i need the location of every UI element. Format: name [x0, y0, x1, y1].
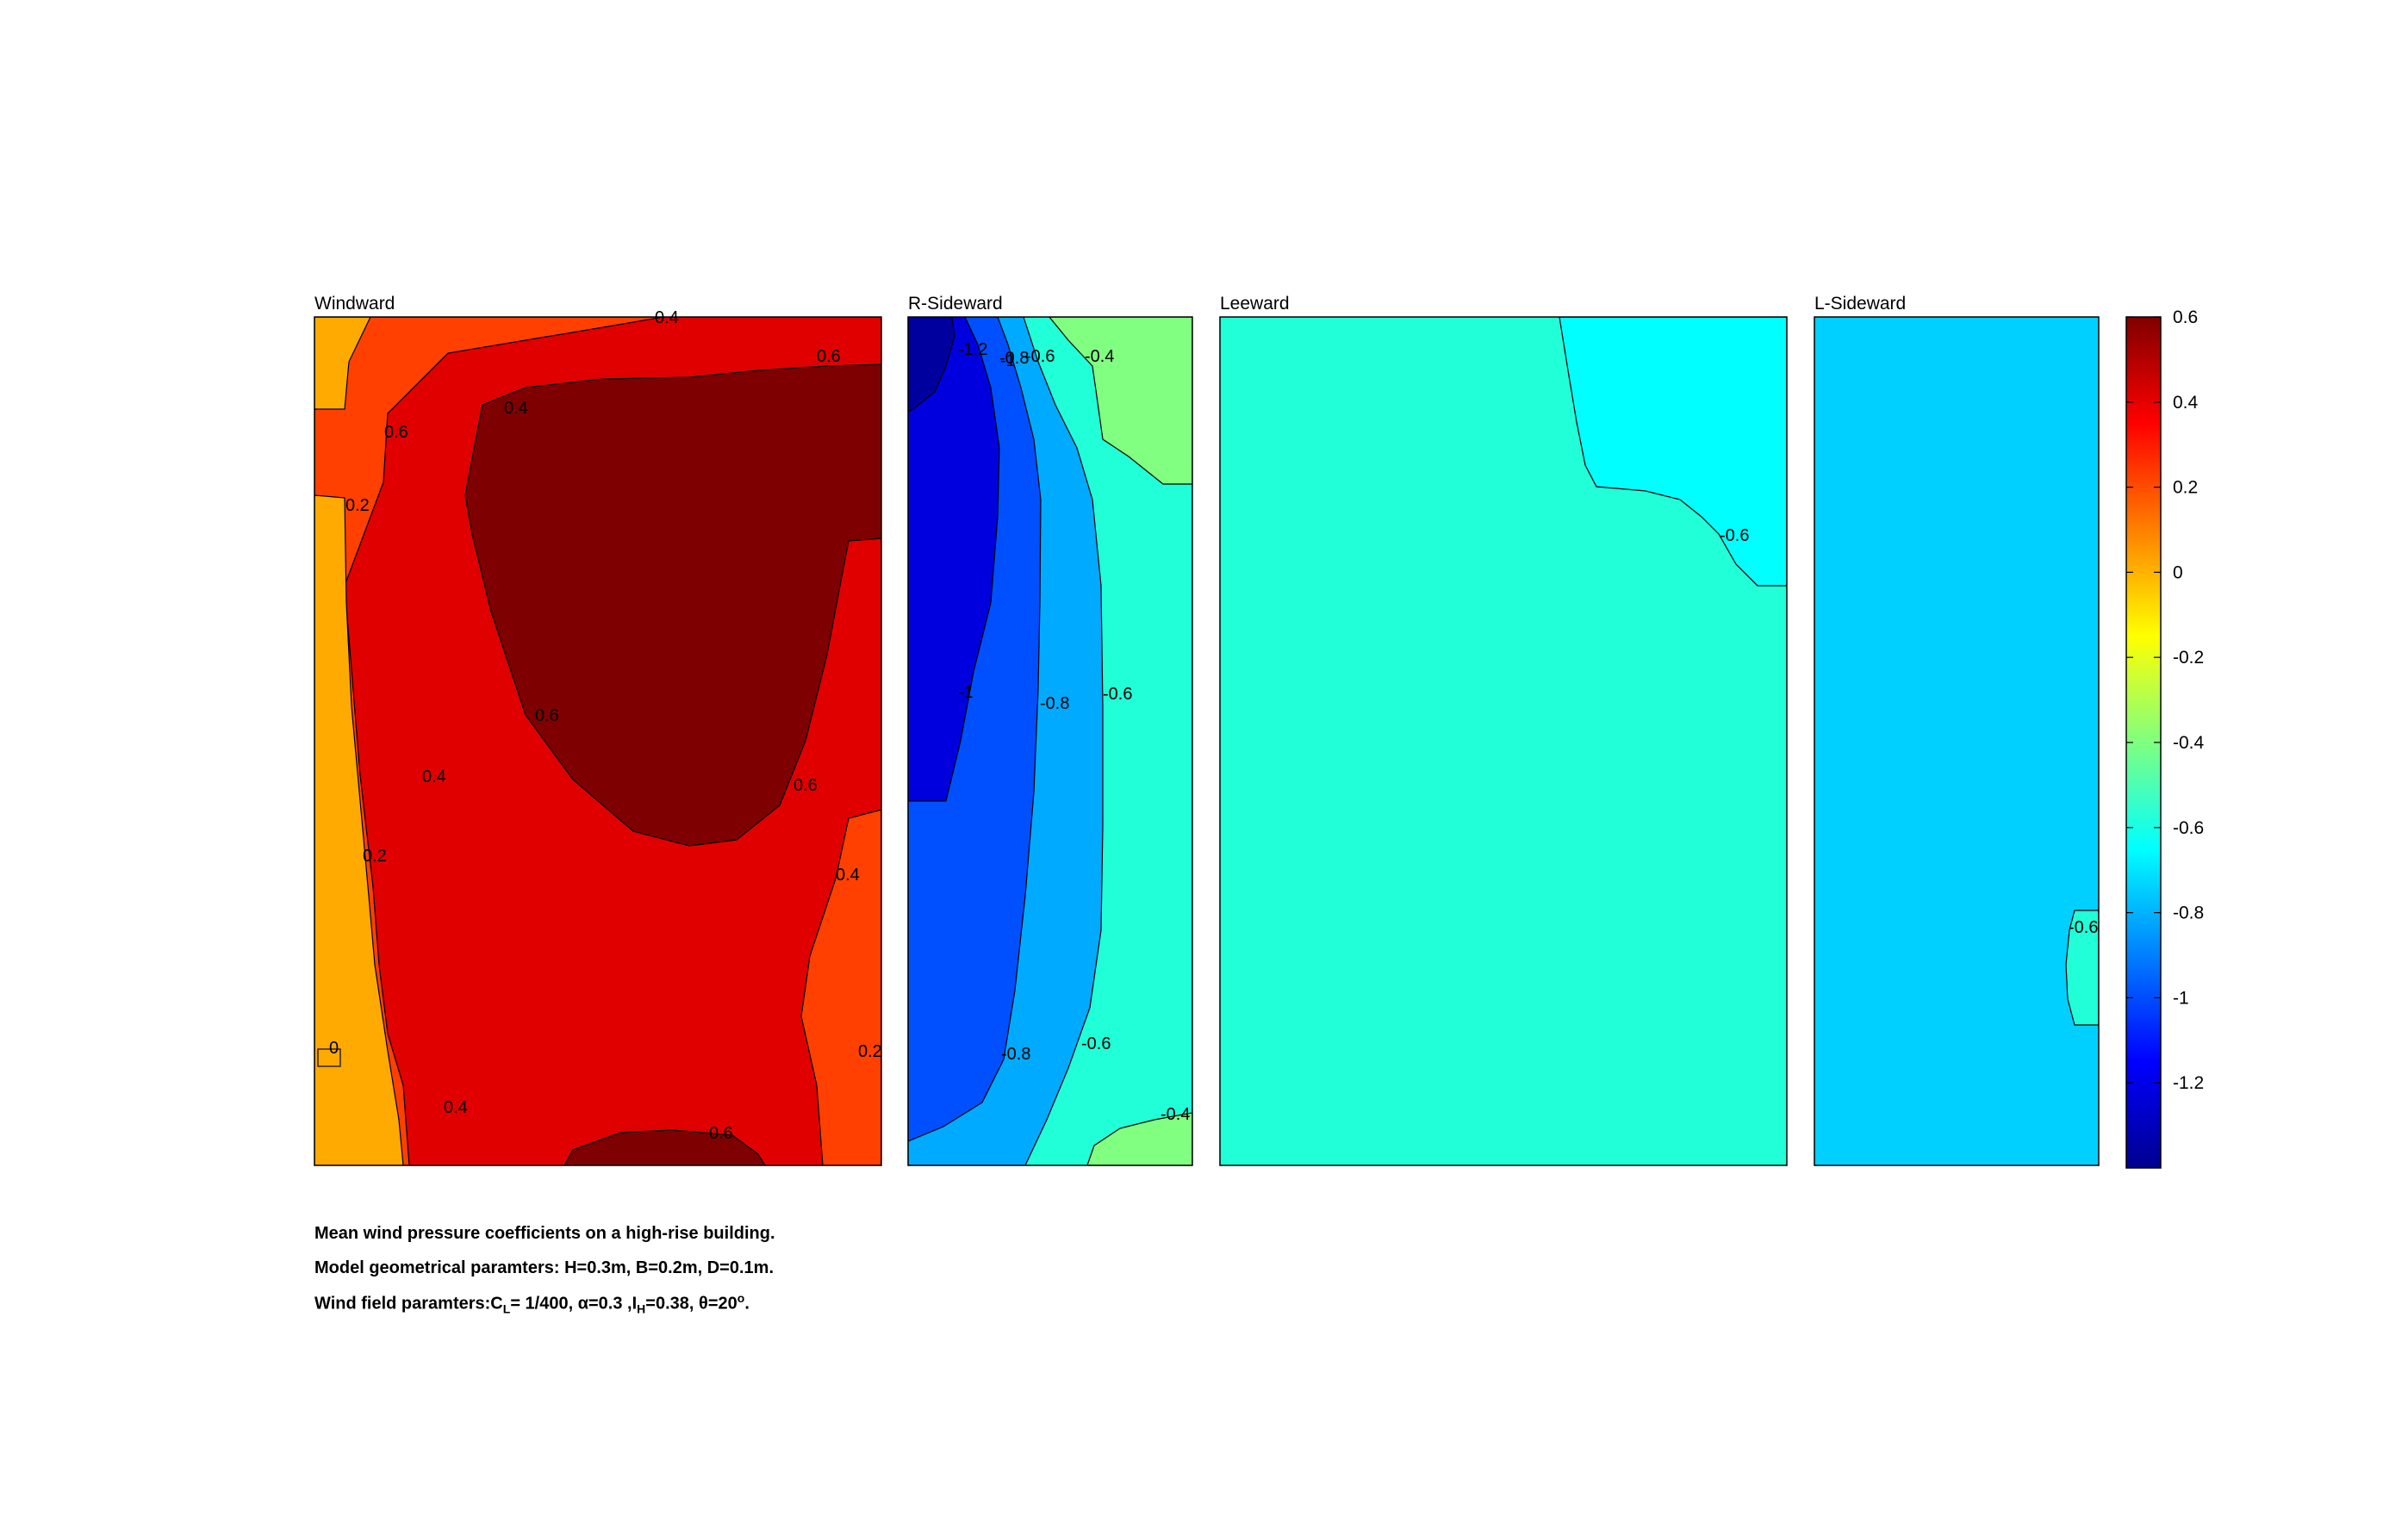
- windward-region-0-2-right: [800, 809, 881, 1165]
- r-sideward-region-1-3: [908, 317, 955, 413]
- contour-label: 0.2: [363, 847, 387, 866]
- windward-zero-island: [317, 1048, 341, 1067]
- panel-r-sideward: [908, 317, 1192, 1165]
- contour-label: 0.4: [422, 767, 446, 786]
- caption-text-3c: =0.38, θ=20: [645, 1294, 737, 1314]
- l-sideward-frame: [1814, 316, 2100, 1166]
- contour-label: -1: [1000, 351, 1016, 370]
- contour-label: 0.6: [384, 423, 408, 442]
- contour-label: 0.2: [345, 496, 370, 515]
- panel-windward: [314, 317, 881, 1165]
- colorbar-tick-label: -0.2: [2173, 648, 2204, 668]
- r-sideward-region-green-bottom: [1086, 1112, 1192, 1165]
- contour-label: 0.6: [535, 706, 559, 725]
- contour-label: 0.4: [836, 866, 860, 885]
- colorbar-tick-label: -1: [2173, 988, 2189, 1008]
- contour-label: -0.8: [1040, 694, 1069, 713]
- panel-title-l-sideward: L-Sideward: [1814, 294, 1906, 314]
- caption-text-3a: Wind field paramters:C: [314, 1294, 503, 1314]
- windward-region-0-1: [314, 317, 404, 1165]
- r-sideward-region-green-top: [1048, 317, 1192, 485]
- l-sideward-base-fill: [1814, 317, 2099, 1165]
- contour-label: 0: [329, 1039, 339, 1058]
- caption-text-3b: = 1/400, α=0.3 ,I: [510, 1294, 638, 1314]
- windward-frame: [314, 316, 882, 1166]
- contour-label: -0.8: [999, 349, 1029, 368]
- contour-label: -0.4: [1160, 1105, 1190, 1124]
- contour-label: 0.6: [817, 347, 841, 366]
- colorbar-ticks: 0.6 0.4 0.2 0 -0.2 -0.4 -0.6 -0.8 -1 -1.2: [2126, 307, 2205, 1093]
- contour-label: -0.6: [1081, 1034, 1111, 1053]
- contour-label: 0.4: [655, 308, 679, 327]
- windward-region-0-6-bottom: [563, 1129, 766, 1165]
- panel-leeward: [1220, 317, 1787, 1165]
- panel-title-leeward: Leeward: [1220, 294, 1290, 314]
- contour-label: -0.8: [1001, 1045, 1030, 1064]
- caption-text-1: Mean wind pressure coefficients on a hig…: [314, 1224, 775, 1243]
- contour-label: 0.4: [444, 1098, 468, 1117]
- caption-sup-o: o: [737, 1291, 745, 1305]
- r-sideward-region-1-0: [908, 317, 1000, 802]
- caption-sub-h: H: [637, 1301, 646, 1316]
- contour-label: -1: [958, 683, 974, 702]
- contour-label: 0.6: [793, 776, 818, 795]
- leeward-frame: [1219, 316, 1788, 1166]
- r-sideward-frame: [907, 316, 1193, 1166]
- colorbar-tick-label: -0.4: [2173, 733, 2205, 753]
- l-sideward-region-teal: [2065, 910, 2099, 1026]
- leeward-region-cyan: [1559, 317, 1787, 587]
- contour-labels: 0.4 0.6 0.4 0.6 0.2 0.6 0.4 0.2 0.6 0.4 0 0.2 0.4 0.6…: [329, 308, 2098, 1143]
- caption-line-3: Wind field paramters:CL= 1/400, α=0.3 ,I…: [314, 1291, 750, 1316]
- contour-label: 0.6: [709, 1124, 733, 1143]
- colorbar-tick-label: 0: [2173, 562, 2183, 582]
- contour-label: 0.4: [504, 399, 528, 418]
- caption-text-2: Model geometrical paramters: H=0.3m, B=0…: [314, 1258, 774, 1277]
- contour-label: -0.6: [1103, 685, 1132, 704]
- colorbar-tick-label: -0.8: [2173, 904, 2204, 923]
- colorbar-tick-label: 0.2: [2173, 478, 2198, 498]
- caption-line-1: Mean wind pressure coefficients on a hig…: [314, 1224, 775, 1244]
- contour-label: 0.2: [858, 1042, 882, 1061]
- panel-l-sideward: [1814, 317, 2099, 1165]
- contour-label: -0.6: [1025, 347, 1055, 366]
- caption-line-2: Model geometrical paramters: H=0.3m, B=0…: [314, 1258, 774, 1278]
- contour-label: -1.2: [958, 340, 987, 359]
- windward-region-0-6-core: [464, 363, 881, 847]
- panel-title-windward: Windward: [314, 294, 395, 314]
- panel-title-r-sideward: R-Sideward: [908, 294, 1003, 314]
- colorbar-tick-label: 0.4: [2173, 393, 2199, 413]
- caption-sub-l: L: [502, 1301, 511, 1316]
- colorbar-tick-label: -0.6: [2173, 818, 2204, 838]
- caption-text-3d: .: [744, 1294, 750, 1314]
- colorbar-tick-label: -1.2: [2173, 1073, 2204, 1093]
- contour-label: -0.4: [1085, 347, 1114, 366]
- contour-label: -0.6: [1720, 526, 1749, 545]
- contour-label: -0.6: [2069, 918, 2098, 937]
- colorbar-tick-label: 0.6: [2173, 307, 2198, 327]
